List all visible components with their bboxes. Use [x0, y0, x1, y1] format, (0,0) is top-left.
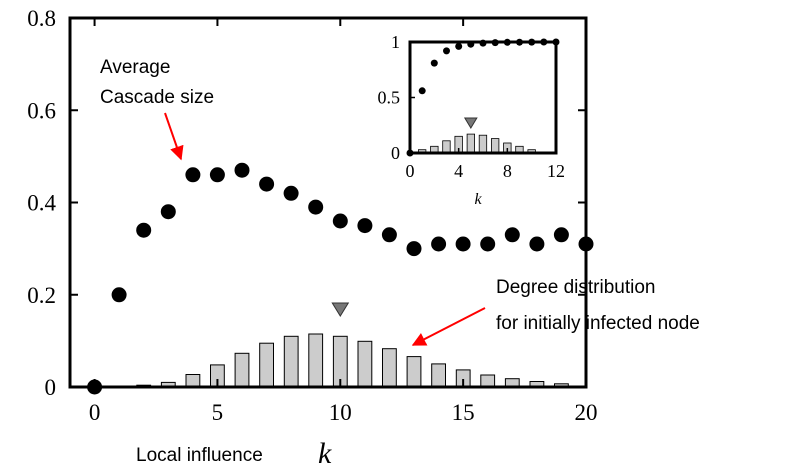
- main-axes: [68, 16, 588, 389]
- y-tick-label: 0: [45, 375, 57, 400]
- cascade-size-point: [553, 227, 569, 243]
- inset-point: [443, 47, 450, 55]
- degree-distribution-bars: [87, 333, 569, 388]
- inset-x-tick-labels: 0 4 8 12: [406, 161, 566, 181]
- inset-point: [552, 38, 560, 46]
- inset-y-tick-label: 0.5: [378, 88, 401, 108]
- inset-y-tick-label: 1: [391, 32, 400, 52]
- y-tick-label: 0.8: [27, 6, 56, 31]
- x-axis-label: Local influence k: [136, 437, 332, 470]
- mean-degree-triangle-marker: [331, 302, 350, 317]
- inset-x-tick-label: 12: [547, 161, 565, 181]
- y-tick-labels: 0 0.2 0.4 0.6 0.8: [27, 6, 56, 400]
- x-axis-label-symbol: k: [318, 437, 332, 470]
- x-tick-label: 0: [89, 400, 101, 425]
- cascade-size-point: [357, 218, 373, 234]
- x-tick-labels: 0 5 10 15 20: [89, 400, 598, 425]
- degree-bar: [382, 348, 397, 388]
- inset-x-tick-label: 4: [454, 161, 463, 181]
- inset-bar: [478, 134, 488, 154]
- cascade-size-point: [283, 185, 299, 201]
- annotation-cascade-size: Average Cascade size: [100, 57, 214, 161]
- inset-point: [418, 87, 426, 95]
- x-tick-label: 5: [212, 400, 224, 425]
- cascade-size-point: [578, 236, 594, 252]
- inset-point: [491, 39, 499, 47]
- inset-triangle-marker: [463, 117, 478, 129]
- cascade-size-point: [136, 222, 152, 238]
- cascade-size-point: [259, 176, 275, 192]
- cascade-size-point: [234, 162, 250, 178]
- inset-point: [528, 38, 536, 46]
- annotation-degree-arrow: [411, 307, 486, 346]
- degree-bar: [308, 333, 324, 388]
- cascade-size-point: [431, 236, 447, 252]
- inset-points: [406, 38, 560, 157]
- main-plot: 0 5 10 15 20 00.20.40.60.8: [27, 6, 597, 425]
- inset-point: [516, 38, 523, 46]
- inset-y-tick-labels: 00.51: [378, 32, 401, 163]
- degree-bar: [185, 374, 201, 388]
- cascade-size-point: [87, 379, 103, 395]
- inset-point: [540, 38, 548, 46]
- annotation-degree-line2: for initially infected node: [496, 313, 700, 334]
- cascade-size-point: [111, 287, 127, 303]
- cascade-size-point: [160, 204, 176, 220]
- y-tick-label: 0.4: [27, 191, 56, 216]
- cascade-size-point: [504, 227, 520, 243]
- degree-bar: [431, 363, 447, 388]
- x-tick-label: 15: [452, 400, 475, 425]
- cascade-size-point: [308, 199, 324, 215]
- inset-point: [406, 149, 414, 157]
- degree-bar: [259, 342, 275, 388]
- cascade-size-point: [406, 241, 422, 257]
- inset-plot: 0 4 8 12 00.51 k: [378, 32, 566, 208]
- x-tick-label: 10: [329, 400, 352, 425]
- inset-point: [455, 42, 463, 50]
- cascade-size-point: [332, 213, 348, 229]
- annotation-cascade-line2: Cascade size: [100, 87, 214, 108]
- cascade-size-point: [480, 236, 496, 252]
- degree-bar: [357, 340, 373, 388]
- annotation-degree-distribution: Degree distribution for initially infect…: [411, 277, 700, 346]
- inset-x-tick-label: 8: [503, 161, 512, 181]
- x-tick-label: 20: [575, 400, 598, 425]
- inset-bar: [442, 140, 451, 154]
- y-tick-label: 0.6: [27, 98, 56, 123]
- x-axis-label-text: Local influence: [136, 445, 263, 466]
- degree-bar: [234, 352, 250, 388]
- cascade-size-points: [87, 162, 594, 395]
- cascade-size-point: [185, 167, 201, 183]
- annotation-cascade-line1: Average: [100, 57, 170, 78]
- inset-bars: [417, 133, 548, 154]
- cascade-size-point: [455, 236, 471, 252]
- annotation-degree-line1: Degree distribution: [496, 277, 655, 298]
- inset-point: [479, 39, 487, 47]
- inset-point: [503, 38, 511, 46]
- degree-bar: [480, 374, 496, 388]
- inset-point: [430, 59, 438, 67]
- inset-point: [467, 40, 475, 48]
- inset-y-tick-label: 0: [391, 143, 400, 163]
- y-tick-label: 0.2: [27, 283, 56, 308]
- degree-bar: [283, 335, 299, 388]
- inset-x-tick-label: 0: [406, 161, 415, 181]
- cascade-size-point: [209, 167, 225, 183]
- inset-bar: [490, 138, 500, 154]
- inset-bar: [466, 133, 476, 154]
- degree-bar: [406, 356, 422, 388]
- inset-x-axis-label: k: [474, 191, 482, 208]
- cascade-size-point: [381, 227, 397, 243]
- annotation-cascade-arrow: [164, 112, 184, 161]
- cascade-size-point: [529, 236, 545, 252]
